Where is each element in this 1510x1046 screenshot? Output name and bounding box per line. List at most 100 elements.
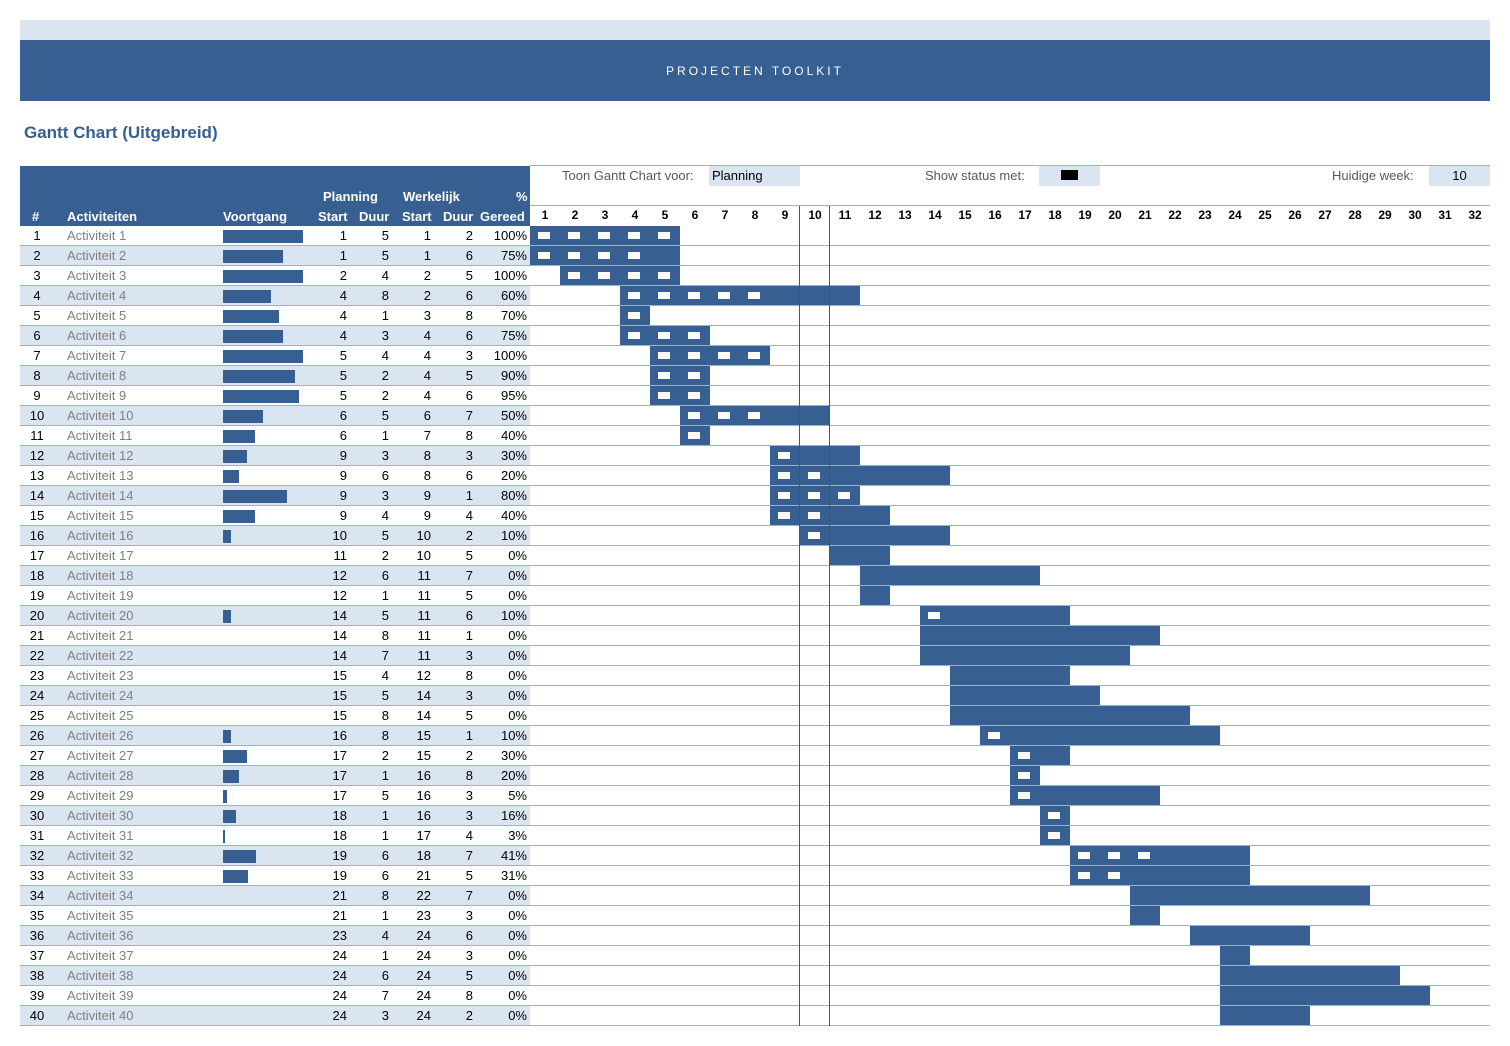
gantt-bar[interactable] <box>1190 926 1310 945</box>
actual-duration: 5 <box>465 708 473 723</box>
gantt-bar[interactable] <box>1070 846 1250 865</box>
gantt-bar[interactable] <box>1130 906 1160 925</box>
table-row[interactable]: 30 Activiteit 30 18 1 16 3 16% <box>20 806 1490 826</box>
actual-duration: 6 <box>465 468 473 483</box>
table-row[interactable]: 13 Activiteit 13 9 6 8 6 20% <box>20 466 1490 486</box>
gantt-bar[interactable] <box>920 606 1070 625</box>
row-divider <box>20 965 1490 966</box>
progress-bar <box>223 870 248 883</box>
table-row[interactable]: 9 Activiteit 9 5 2 4 6 95% <box>20 386 1490 406</box>
table-row[interactable]: 33 Activiteit 33 19 6 21 5 31% <box>20 866 1490 886</box>
table-row[interactable]: 37 Activiteit 37 24 1 24 3 0% <box>20 946 1490 966</box>
percent-done: 31% <box>500 868 527 883</box>
table-row[interactable]: 23 Activiteit 23 15 4 12 8 0% <box>20 666 1490 686</box>
table-row[interactable]: 15 Activiteit 15 9 4 9 4 40% <box>20 506 1490 526</box>
actual-duration: 1 <box>465 728 473 743</box>
gantt-bar[interactable] <box>830 546 890 565</box>
actual-duration: 7 <box>465 888 473 903</box>
table-row[interactable]: 40 Activiteit 40 24 3 24 2 0% <box>20 1006 1490 1026</box>
actual-start: 9 <box>423 488 431 503</box>
table-row[interactable]: 12 Activiteit 12 9 3 8 3 30% <box>20 446 1490 466</box>
row-stripe <box>20 806 530 826</box>
gantt-bar[interactable] <box>1010 746 1070 765</box>
gantt-bar[interactable] <box>920 626 1160 645</box>
gantt-bar[interactable] <box>980 726 1220 745</box>
table-row[interactable]: 4 Activiteit 4 4 8 2 6 60% <box>20 286 1490 306</box>
gantt-bar[interactable] <box>1010 786 1160 805</box>
table-row[interactable]: 19 Activiteit 19 12 1 11 5 0% <box>20 586 1490 606</box>
table-row[interactable]: 32 Activiteit 32 19 6 18 7 41% <box>20 846 1490 866</box>
table-row[interactable]: 38 Activiteit 38 24 6 24 5 0% <box>20 966 1490 986</box>
plan-start: 1 <box>339 228 347 243</box>
table-row[interactable]: 11 Activiteit 11 6 1 7 8 40% <box>20 426 1490 446</box>
gantt-bar[interactable] <box>1220 946 1250 965</box>
table-row[interactable]: 5 Activiteit 5 4 1 3 8 70% <box>20 306 1490 326</box>
table-row[interactable]: 17 Activiteit 17 11 2 10 5 0% <box>20 546 1490 566</box>
show-for-select[interactable]: Planning <box>709 166 800 186</box>
activity-name: Activiteit 28 <box>67 768 134 783</box>
gantt-bar[interactable] <box>1220 966 1400 985</box>
gantt-bar[interactable] <box>920 646 1130 665</box>
table-row[interactable]: 6 Activiteit 6 4 3 4 6 75% <box>20 326 1490 346</box>
gantt-bar[interactable] <box>1220 986 1430 1005</box>
gantt-bar[interactable] <box>860 586 890 605</box>
status-marker <box>718 292 730 299</box>
table-row[interactable]: 27 Activiteit 27 17 2 15 2 30% <box>20 746 1490 766</box>
row-number: 31 <box>29 828 45 843</box>
table-row[interactable]: 22 Activiteit 22 14 7 11 3 0% <box>20 646 1490 666</box>
plan-duration: 5 <box>381 228 389 243</box>
table-row[interactable]: 39 Activiteit 39 24 7 24 8 0% <box>20 986 1490 1006</box>
gantt-bar[interactable] <box>650 346 770 365</box>
gantt-bar[interactable] <box>800 526 950 545</box>
gantt-bar[interactable] <box>950 686 1100 705</box>
table-row[interactable]: 21 Activiteit 21 14 8 11 1 0% <box>20 626 1490 646</box>
gantt-bar[interactable] <box>650 366 710 385</box>
table-row[interactable]: 3 Activiteit 3 2 4 2 5 100% <box>20 266 1490 286</box>
table-row[interactable]: 25 Activiteit 25 15 8 14 5 0% <box>20 706 1490 726</box>
table-row[interactable]: 18 Activiteit 18 12 6 11 7 0% <box>20 566 1490 586</box>
activity-name: Activiteit 37 <box>67 948 134 963</box>
table-row[interactable]: 35 Activiteit 35 21 1 23 3 0% <box>20 906 1490 926</box>
gantt-bar[interactable] <box>770 446 860 465</box>
gantt-bar[interactable] <box>1220 1006 1310 1025</box>
table-row[interactable]: 1 Activiteit 1 1 5 1 2 100% <box>20 226 1490 246</box>
table-row[interactable]: 8 Activiteit 8 5 2 4 5 90% <box>20 366 1490 386</box>
gantt-bar[interactable] <box>620 286 860 305</box>
table-row[interactable]: 34 Activiteit 34 21 8 22 7 0% <box>20 886 1490 906</box>
table-row[interactable]: 16 Activiteit 16 10 5 10 2 10% <box>20 526 1490 546</box>
current-week-input[interactable]: 10 <box>1429 166 1490 186</box>
table-row[interactable]: 26 Activiteit 26 16 8 15 1 10% <box>20 726 1490 746</box>
table-row[interactable]: 31 Activiteit 31 18 1 17 4 3% <box>20 826 1490 846</box>
status-marker <box>538 232 550 239</box>
table-row[interactable]: 10 Activiteit 10 6 5 6 7 50% <box>20 406 1490 426</box>
activity-name: Activiteit 25 <box>67 708 134 723</box>
gantt-bar[interactable] <box>950 706 1190 725</box>
gantt-bar[interactable] <box>560 266 680 285</box>
week-label: 32 <box>1468 208 1482 222</box>
row-divider <box>20 825 1490 826</box>
plan-duration: 6 <box>381 968 389 983</box>
table-row[interactable]: 2 Activiteit 2 1 5 1 6 75% <box>20 246 1490 266</box>
row-stripe <box>20 966 530 986</box>
table-row[interactable]: 36 Activiteit 36 23 4 24 6 0% <box>20 926 1490 946</box>
status-marker-select[interactable] <box>1039 166 1100 186</box>
table-row[interactable]: 29 Activiteit 29 17 5 16 3 5% <box>20 786 1490 806</box>
gantt-bar[interactable] <box>770 506 890 525</box>
table-row[interactable]: 20 Activiteit 20 14 5 11 6 10% <box>20 606 1490 626</box>
gantt-bar[interactable] <box>950 666 1070 685</box>
header-actual-duration: Duur <box>443 209 474 224</box>
activity-name: Activiteit 3 <box>67 268 127 283</box>
activity-name: Activiteit 5 <box>67 308 127 323</box>
row-number: 21 <box>29 628 45 643</box>
gantt-bar[interactable] <box>770 466 950 485</box>
gantt-bar[interactable] <box>650 386 710 405</box>
activity-name: Activiteit 2 <box>67 248 127 263</box>
gantt-bar[interactable] <box>1070 866 1250 885</box>
table-row[interactable]: 24 Activiteit 24 15 5 14 3 0% <box>20 686 1490 706</box>
row-divider <box>20 245 1490 246</box>
gantt-bar[interactable] <box>1130 886 1370 905</box>
gantt-bar[interactable] <box>860 566 1040 585</box>
table-row[interactable]: 28 Activiteit 28 17 1 16 8 20% <box>20 766 1490 786</box>
table-row[interactable]: 14 Activiteit 14 9 3 9 1 80% <box>20 486 1490 506</box>
table-row[interactable]: 7 Activiteit 7 5 4 4 3 100% <box>20 346 1490 366</box>
